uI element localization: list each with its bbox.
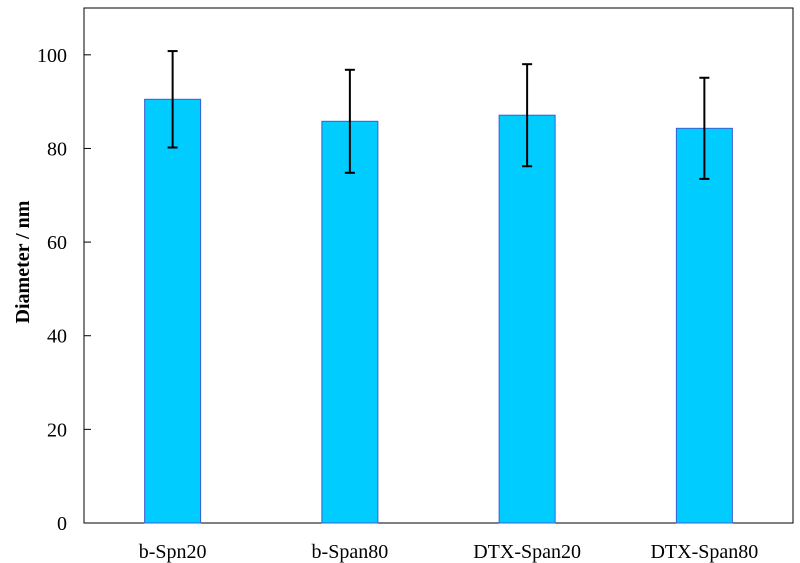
bar-b-Span80 — [321, 120, 379, 524]
error-bar-DTX-Span80 — [699, 76, 710, 180]
y-tick-label: 60 — [47, 232, 67, 254]
plot-area — [83, 7, 794, 524]
y-tick-label: 80 — [47, 138, 67, 160]
y-tick-label: 40 — [47, 326, 67, 348]
y-tick-label: 100 — [37, 45, 67, 67]
bar-DTX-Span80 — [675, 127, 733, 524]
x-category-label: DTX-Span20 — [473, 541, 581, 563]
x-category-label: DTX-Span80 — [650, 541, 758, 563]
y-tick-label: 20 — [47, 419, 67, 441]
x-category-label: b-Span80 — [312, 541, 389, 563]
bar-DTX-Span20 — [498, 114, 556, 524]
y-tick-label: 0 — [57, 513, 67, 535]
x-category-label: b-Spn20 — [139, 541, 207, 563]
error-bar-b-Spn20 — [167, 50, 178, 149]
error-bar-b-Span80 — [344, 68, 355, 174]
bar-b-Spn20 — [144, 98, 202, 524]
error-bar-DTX-Span20 — [522, 63, 533, 168]
y-axis-title: Diameter / nm — [12, 200, 34, 323]
